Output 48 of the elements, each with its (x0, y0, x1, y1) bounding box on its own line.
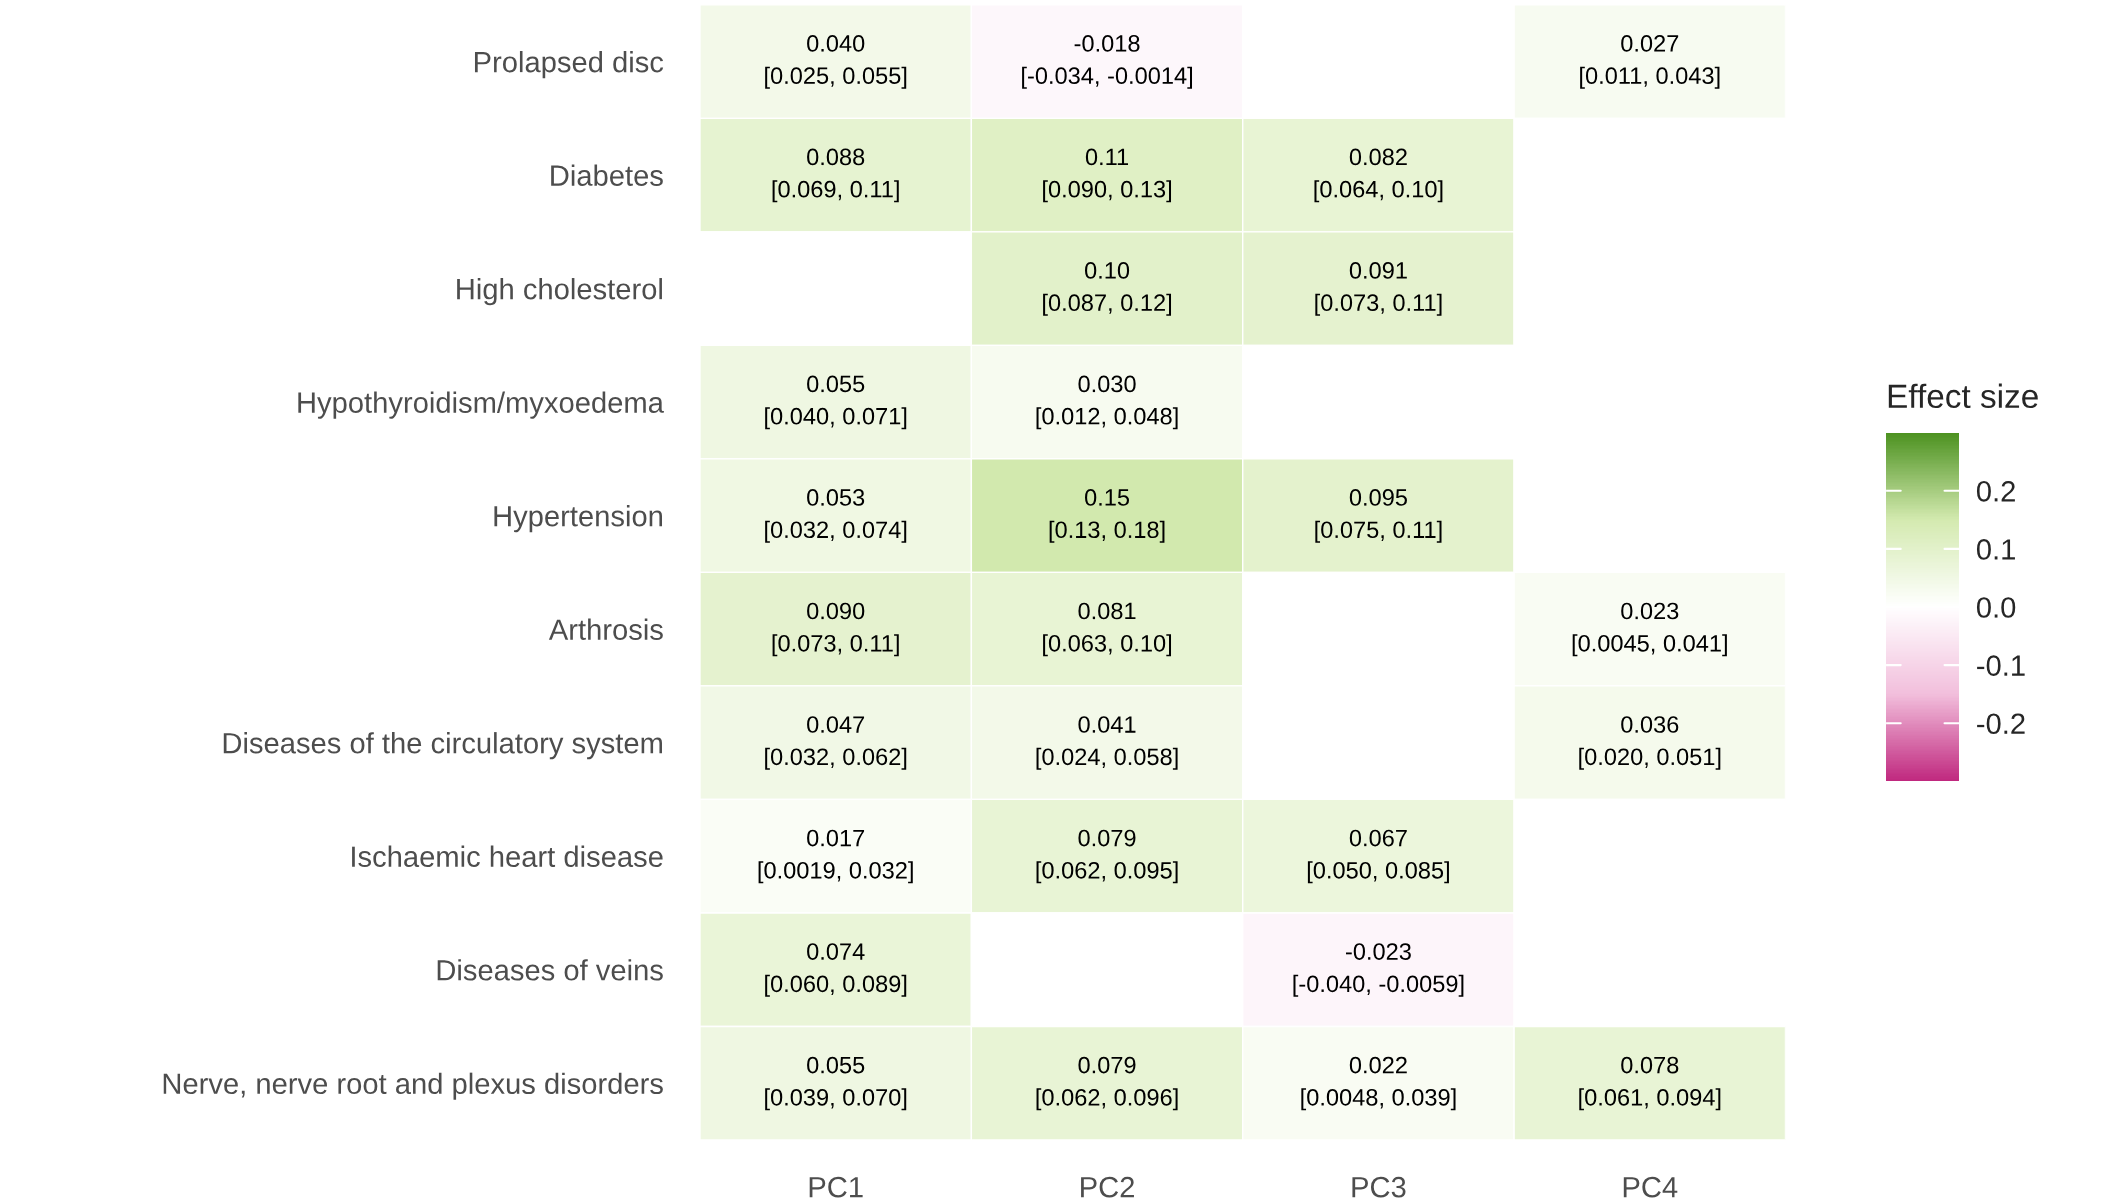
data-label: 0.030 [0.012, 0.048] (1036, 375, 1178, 430)
data-label: 0.047 [0.032, 0.062] (765, 716, 907, 770)
data-label: 0.074 [0.060, 0.089] (765, 943, 907, 997)
data-label: 0.11 [0.090, 0.13] (1043, 148, 1172, 203)
y-tick-label: Hypertension (494, 505, 663, 533)
x-tick-label: PC1 (809, 1176, 863, 1198)
data-label: 0.036 [0.020, 0.051] (1579, 716, 1721, 770)
data-label: 0.090 [0.073, 0.11] (772, 602, 899, 657)
data-label: 0.040 [0.025, 0.055] (765, 35, 907, 89)
x-tick-label: PC2 (1081, 1176, 1134, 1198)
data-label: 0.078 [0.061, 0.094] (1579, 1056, 1721, 1111)
data-label: 0.041 [0.024, 0.058] (1036, 716, 1178, 770)
data-label: 0.023 [0.0045, 0.041] (1572, 602, 1727, 657)
data-label: 0.053 [0.032, 0.074] (765, 489, 907, 543)
y-tick-label: Diabetes (551, 164, 663, 186)
y-tick-label: Nerve, nerve root and plexus disorders (163, 1072, 663, 1100)
data-label: 0.027 [0.011, 0.043] (1580, 35, 1720, 89)
x-tick-label: PC3 (1352, 1176, 1406, 1198)
data-label: 0.088 [0.069, 0.11] (772, 148, 899, 203)
color-bar-label: -0.1 (1977, 655, 2025, 676)
data-label: 0.079 [0.062, 0.096] (1036, 1056, 1178, 1111)
data-label: 0.079 [0.062, 0.095] (1036, 829, 1178, 884)
color-bar-label: 0.0 (1976, 597, 2016, 618)
color-bar-title: Effect size (1888, 383, 2038, 409)
data-label: 0.055 [0.040, 0.071] (765, 375, 907, 430)
data-label: 0.067 [0.050, 0.085] (1307, 829, 1449, 884)
data-label: 0.095 [0.075, 0.11] (1315, 489, 1442, 543)
color-bar-label: -0.2 (1977, 713, 2025, 735)
color-bar-label: 0.2 (1976, 481, 2015, 502)
data-label: 0.082 [0.064, 0.10] (1314, 148, 1443, 203)
data-label: 0.017 [0.0019, 0.032] (758, 829, 913, 884)
y-tick-label: Hypothyroidism/myxoedema (298, 391, 664, 419)
data-label: 0.055 [0.039, 0.070] (765, 1056, 907, 1111)
data-label: 0.022 [0.0048, 0.039] (1301, 1056, 1456, 1111)
y-tick-label: High cholesterol (457, 278, 662, 306)
data-label: 0.091 [0.073, 0.11] (1315, 262, 1442, 316)
data-label: -0.018 [-0.034, -0.0014] (1022, 35, 1193, 89)
data-label: 0.10 [0.087, 0.12] (1043, 262, 1172, 316)
data-label: 0.081 [0.063, 0.10] (1043, 602, 1172, 657)
y-tick-label: Diseases of the circulatory system (223, 732, 662, 760)
color-bar-label: 0.1 (1976, 539, 2015, 560)
y-tick-label: Diseases of veins (437, 959, 663, 981)
y-tick-label: Arthrosis (548, 618, 663, 641)
data-label: 0.15 [0.13, 0.18] (1049, 489, 1165, 543)
x-tick-label: PC4 (1623, 1176, 1678, 1198)
data-label: -0.023 [-0.040, -0.0059] (1293, 943, 1464, 997)
y-tick-label: Prolapsed disc (474, 51, 664, 79)
y-tick-label: Ischaemic heart disease (352, 845, 663, 868)
